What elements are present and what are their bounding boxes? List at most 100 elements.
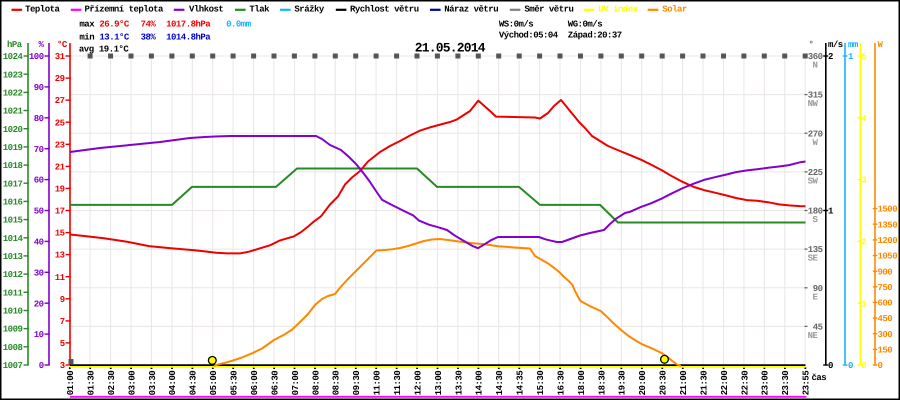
svg-text:22:30: 22:30 (740, 371, 750, 396)
svg-text:18:00: 18:00 (577, 371, 587, 396)
svg-text:1012: 1012 (3, 270, 23, 280)
svg-text:1024: 1024 (3, 52, 24, 62)
svg-text:38%: 38% (141, 32, 157, 42)
svg-text:23:30: 23:30 (781, 371, 791, 396)
svg-text:180: 180 (808, 207, 823, 217)
svg-text:1008: 1008 (3, 343, 23, 353)
svg-text:09:30: 09:30 (352, 371, 362, 396)
svg-text:2: 2 (861, 238, 866, 248)
svg-text:06:30: 06:30 (270, 371, 280, 396)
svg-text:13:30: 13:30 (454, 371, 464, 396)
svg-text:11: 11 (55, 273, 66, 283)
svg-text:13:00: 13:00 (434, 371, 444, 396)
svg-text:300: 300 (878, 330, 893, 340)
svg-text:1: 1 (861, 299, 867, 309)
svg-text:5: 5 (60, 339, 65, 349)
svg-text:UV index: UV index (598, 5, 638, 15)
svg-text:14:30: 14:30 (495, 371, 505, 396)
svg-text:11:00: 11:00 (373, 371, 383, 396)
svg-text:1014.8hPa: 1014.8hPa (166, 32, 211, 42)
svg-text:19: 19 (55, 185, 65, 195)
svg-text:1015: 1015 (3, 216, 23, 226)
svg-text:°: ° (809, 40, 814, 50)
svg-text:1: 1 (828, 207, 834, 217)
svg-text:90: 90 (34, 83, 44, 93)
svg-text:9: 9 (60, 295, 65, 305)
svg-text:19.1°C: 19.1°C (99, 44, 130, 54)
svg-text:450: 450 (878, 314, 893, 324)
svg-text:13: 13 (55, 251, 65, 261)
svg-text:06:00: 06:00 (250, 371, 260, 396)
svg-text:100: 100 (29, 52, 44, 62)
svg-text:16:30: 16:30 (556, 371, 566, 396)
svg-text:0: 0 (848, 361, 853, 371)
svg-text:Západ:20:37: Západ:20:37 (568, 30, 622, 40)
svg-text:1013: 1013 (3, 252, 23, 262)
svg-text:135: 135 (808, 245, 823, 255)
svg-text:01:30: 01:30 (87, 371, 97, 396)
svg-text:Vlhkost: Vlhkost (189, 5, 223, 15)
svg-text:12:00: 12:00 (413, 371, 423, 396)
svg-text:Srážky: Srážky (294, 5, 325, 15)
svg-text:10: 10 (34, 330, 44, 340)
svg-text:1021: 1021 (3, 107, 24, 117)
svg-text:360: 360 (808, 52, 823, 62)
svg-text:15: 15 (55, 229, 65, 239)
svg-text:Náraz větru: Náraz větru (444, 5, 498, 15)
svg-text:26.9°C: 26.9°C (99, 19, 130, 29)
svg-text:315: 315 (808, 91, 823, 101)
svg-text:1010: 1010 (3, 307, 23, 317)
svg-text:mm: mm (848, 40, 859, 50)
svg-text:SE: SE (808, 254, 819, 264)
svg-text:1009: 1009 (3, 325, 23, 335)
svg-text:1017: 1017 (3, 179, 23, 189)
svg-text:1023: 1023 (3, 70, 23, 80)
svg-text:05:30: 05:30 (230, 371, 240, 396)
svg-text:74%: 74% (141, 19, 157, 29)
svg-text:600: 600 (878, 299, 893, 309)
svg-text:0: 0 (861, 361, 866, 371)
svg-text:14:35: 14:35 (516, 371, 526, 396)
svg-text:20:30: 20:30 (659, 371, 669, 396)
svg-text:60: 60 (34, 176, 44, 186)
svg-text:04:00: 04:00 (168, 371, 178, 396)
svg-text:0: 0 (39, 361, 44, 371)
svg-text:17: 17 (55, 207, 65, 217)
svg-text:3: 3 (861, 176, 866, 186)
svg-text:27: 27 (55, 96, 65, 106)
svg-text:1050: 1050 (878, 252, 898, 262)
svg-text:°C: °C (57, 40, 68, 50)
svg-text:čas: čas (812, 373, 827, 383)
svg-text:1014: 1014 (3, 234, 24, 244)
svg-text:04:30: 04:30 (189, 371, 199, 396)
svg-text:13.1°C: 13.1°C (99, 32, 130, 42)
svg-text:21:00: 21:00 (679, 371, 689, 396)
svg-text:50: 50 (34, 207, 44, 217)
svg-text:21: 21 (55, 163, 66, 173)
svg-text:14:00: 14:00 (475, 371, 485, 396)
svg-text:15:30: 15:30 (536, 371, 546, 396)
svg-text:08:30: 08:30 (332, 371, 342, 396)
svg-text:4: 4 (861, 114, 867, 124)
svg-text:0: 0 (878, 361, 883, 371)
svg-text:150: 150 (878, 346, 893, 356)
svg-text:Tlak: Tlak (249, 5, 270, 15)
svg-text:1011: 1011 (3, 288, 24, 298)
svg-text:Východ:05:04: Východ:05:04 (499, 30, 559, 40)
svg-text:70: 70 (34, 145, 44, 155)
svg-text:W: W (813, 138, 819, 148)
svg-text:03:30: 03:30 (148, 371, 158, 396)
svg-text:1018: 1018 (3, 161, 23, 171)
svg-text:1200: 1200 (878, 236, 898, 246)
svg-text:N: N (813, 61, 818, 71)
svg-text:WG:0m/s: WG:0m/s (568, 19, 602, 29)
svg-text:45: 45 (813, 323, 823, 333)
svg-text:270: 270 (808, 129, 823, 139)
svg-text:0.0mm: 0.0mm (226, 19, 252, 29)
svg-text:1019: 1019 (3, 143, 23, 153)
svg-text:18:30: 18:30 (597, 371, 607, 396)
svg-text:80: 80 (34, 114, 44, 124)
svg-text:90: 90 (813, 284, 823, 294)
svg-text:max: max (79, 19, 95, 29)
svg-text:23:55: 23:55 (802, 371, 812, 396)
